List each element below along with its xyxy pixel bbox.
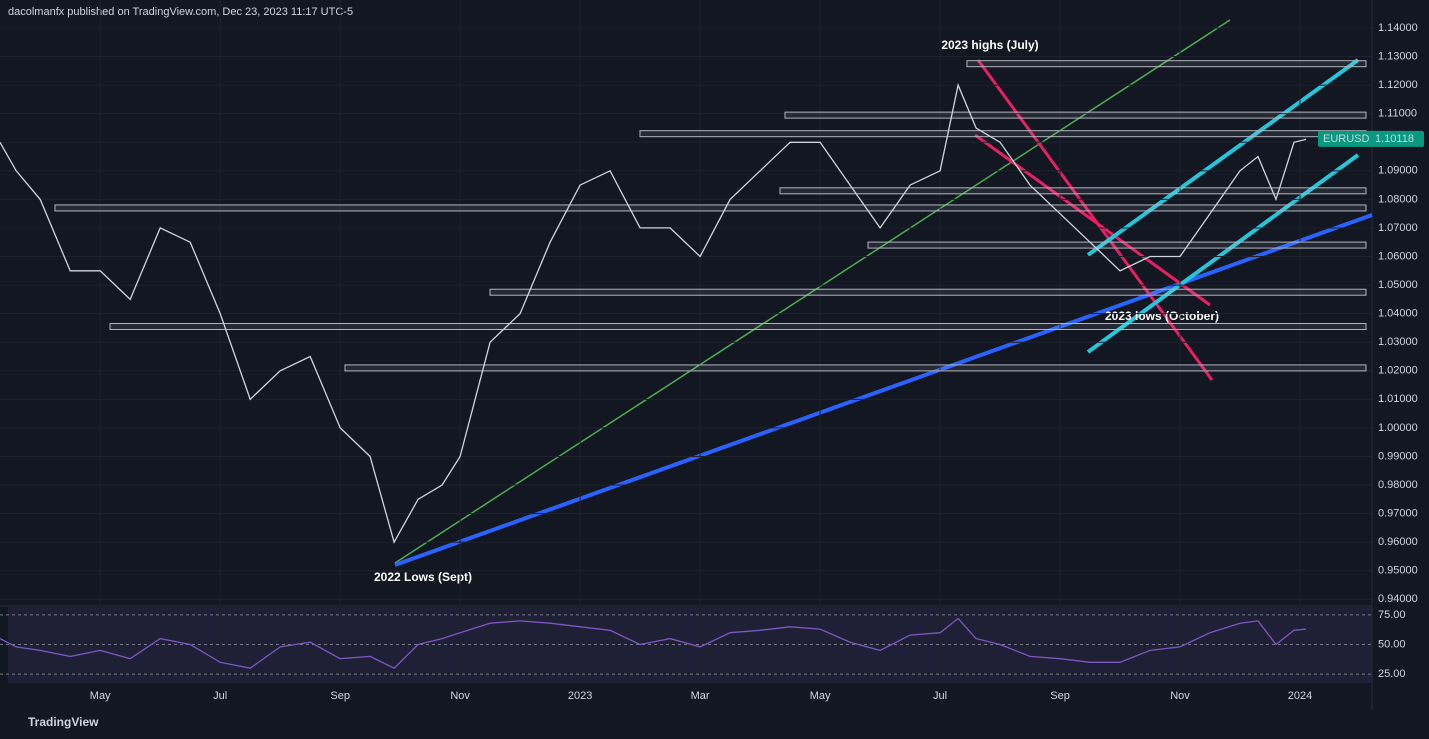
x-tick-label: Nov: [1170, 690, 1190, 702]
x-tick-label: 2023: [568, 690, 592, 702]
annotation: 2023 highs (July): [941, 38, 1038, 52]
y-tick-label: 0.95000: [1378, 565, 1418, 577]
y-tick-label: 1.07000: [1378, 222, 1418, 234]
y-tick-label: 1.03000: [1378, 336, 1418, 348]
brand[interactable]: TradingView: [28, 715, 99, 729]
y-tick-label: 75.00: [1378, 609, 1406, 621]
y-tick-label: 50.00: [1378, 638, 1406, 650]
level-zone: [54, 204, 1367, 212]
x-tick-label: May: [90, 690, 111, 702]
x-tick-label: May: [810, 690, 831, 702]
y-tick-label: 1.01000: [1378, 393, 1418, 405]
level-zone: [639, 130, 1367, 138]
channel-line: [1086, 58, 1360, 257]
price-badge: [1318, 130, 1424, 147]
header: dacolmanfx published on TradingView.com,…: [8, 6, 353, 18]
y-tick-label: 25.00: [1378, 668, 1406, 680]
x-tick-label: 2024: [1288, 690, 1312, 702]
x-tick-label: Sep: [1050, 690, 1070, 702]
level-zone: [784, 111, 1367, 119]
y-tick-label: 1.14000: [1378, 22, 1418, 34]
y-tick-label: 1.04000: [1378, 308, 1418, 320]
x-tick-label: Jul: [933, 690, 947, 702]
trendline: [394, 19, 1231, 564]
level-zone: [489, 288, 1367, 296]
y-tick-label: 0.97000: [1378, 507, 1418, 519]
y-tick-label: 1.00000: [1378, 422, 1418, 434]
y-tick-label: 1.02000: [1378, 365, 1418, 377]
last-price-label: 1.10118: [1375, 133, 1414, 145]
y-tick-label: 1.06000: [1378, 250, 1418, 262]
y-tick-label: 1.11000: [1378, 108, 1417, 120]
y-tick-label: 0.99000: [1378, 450, 1418, 462]
y-tick-label: 1.05000: [1378, 279, 1418, 291]
y-tick-label: 1.13000: [1378, 50, 1418, 62]
price-line: [0, 82, 1307, 544]
level-zone: [344, 364, 1367, 372]
y-tick-label: 1.09000: [1378, 165, 1418, 177]
y-tick-label: 1.12000: [1378, 79, 1418, 91]
y-tick-label: 0.98000: [1378, 479, 1418, 491]
level-zone: [966, 60, 1367, 68]
trendline: [394, 213, 1373, 567]
y-tick-label: 0.96000: [1378, 536, 1418, 548]
annotation: 2023 lows (October): [1105, 309, 1219, 323]
x-tick-label: Mar: [691, 690, 710, 702]
level-zone: [867, 241, 1367, 249]
price-line: [0, 617, 1307, 669]
symbol-label: EURUSD: [1323, 133, 1370, 145]
x-tick-label: Jul: [213, 690, 227, 702]
y-tick-label: 0.94000: [1378, 593, 1418, 605]
y-tick-label: 1.08000: [1378, 193, 1418, 205]
annotation: 2022 Lows (Sept): [374, 570, 472, 584]
x-tick-label: Sep: [330, 690, 350, 702]
level-zone: [779, 187, 1367, 195]
level-zone: [109, 322, 1367, 330]
x-tick-label: Nov: [450, 690, 470, 702]
